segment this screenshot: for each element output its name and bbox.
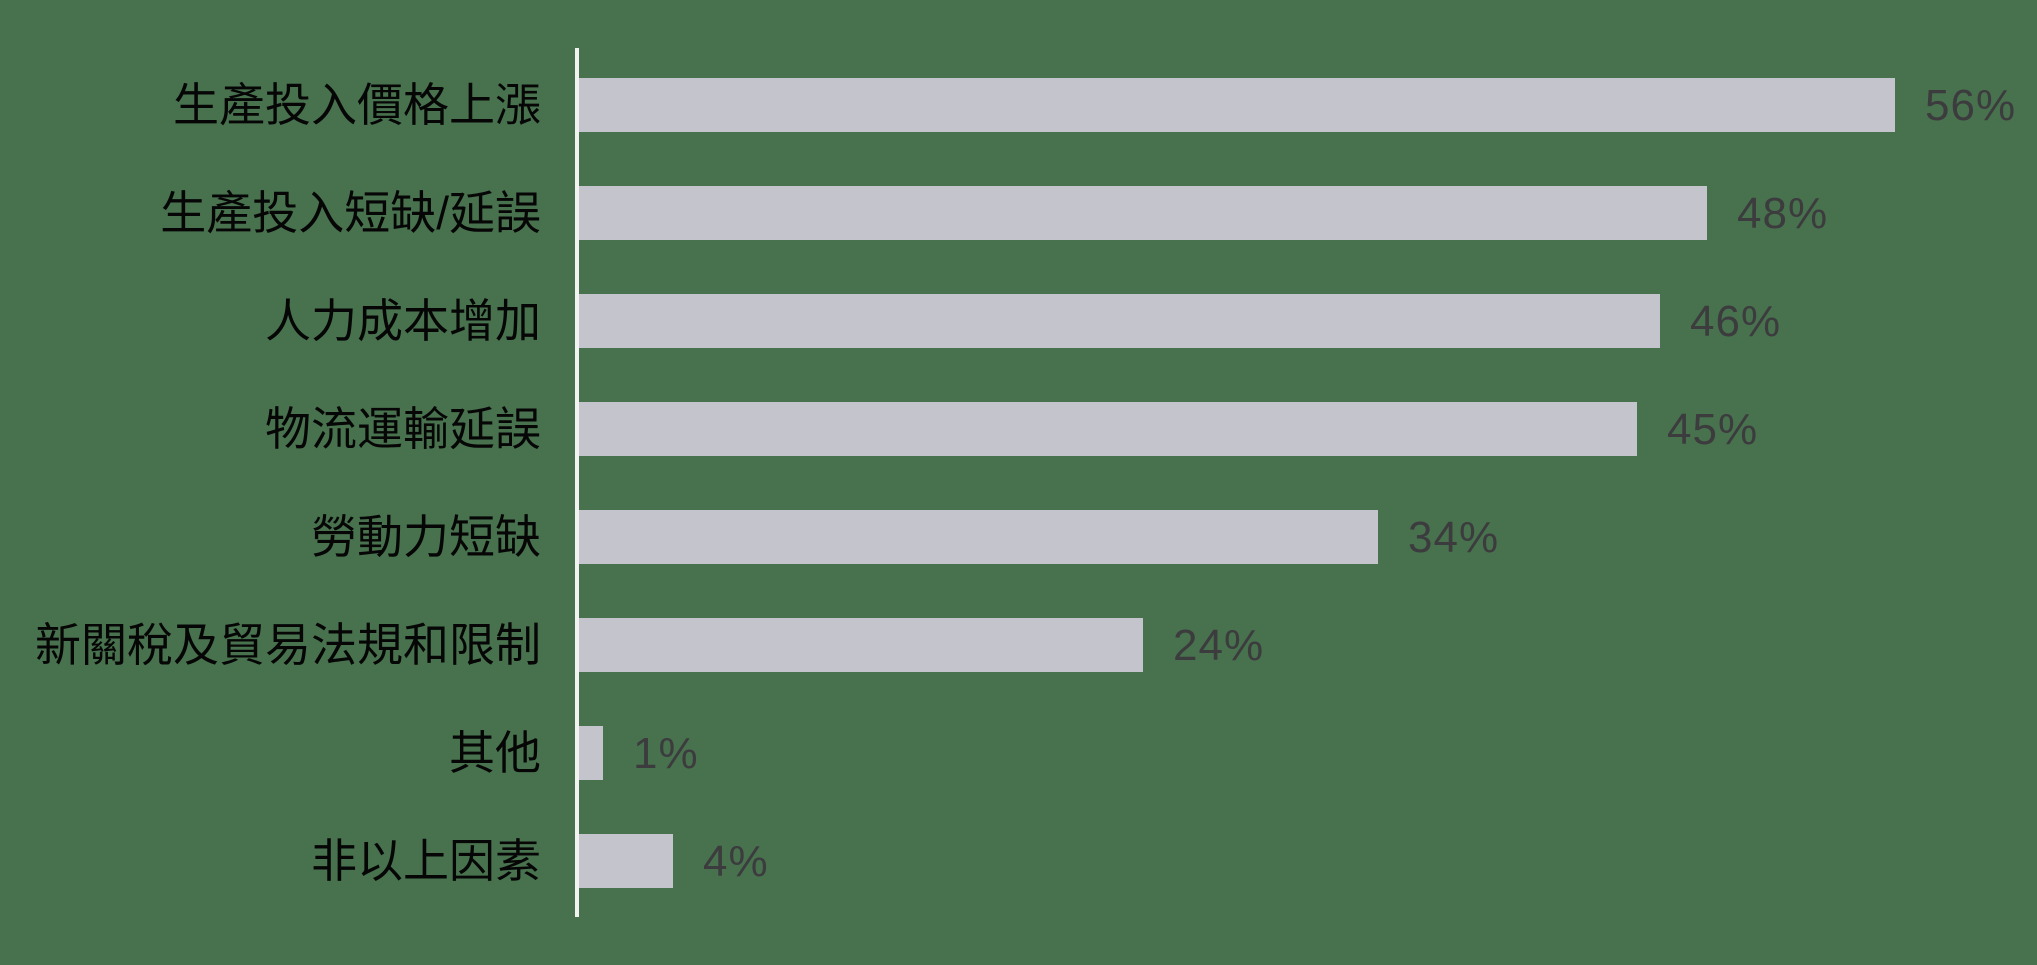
value-label: 46%	[1690, 297, 1782, 346]
category-label: 生產投入價格上漲	[173, 79, 541, 131]
bar	[579, 834, 673, 888]
category-label: 新關稅及貿易法規和限制	[35, 619, 541, 671]
category-label: 生產投入短缺/延誤	[160, 187, 541, 239]
bar	[579, 510, 1378, 564]
value-label: 24%	[1173, 621, 1265, 670]
category-label: 勞動力短缺	[311, 511, 541, 563]
category-label: 非以上因素	[311, 835, 541, 887]
bar	[579, 618, 1143, 672]
bar	[579, 294, 1660, 348]
value-label: 48%	[1737, 189, 1829, 238]
category-label: 物流運輸延誤	[265, 403, 541, 455]
value-label: 45%	[1667, 405, 1759, 454]
bar	[579, 78, 1895, 132]
bar	[579, 402, 1637, 456]
bar	[579, 186, 1707, 240]
value-label: 56%	[1925, 81, 2017, 130]
bar	[579, 726, 603, 780]
value-label: 34%	[1408, 513, 1500, 562]
category-label: 其他	[449, 727, 541, 779]
category-label: 人力成本增加	[265, 295, 541, 347]
value-label: 4%	[703, 837, 769, 886]
value-label: 1%	[633, 729, 699, 778]
y-axis-baseline	[575, 48, 579, 917]
